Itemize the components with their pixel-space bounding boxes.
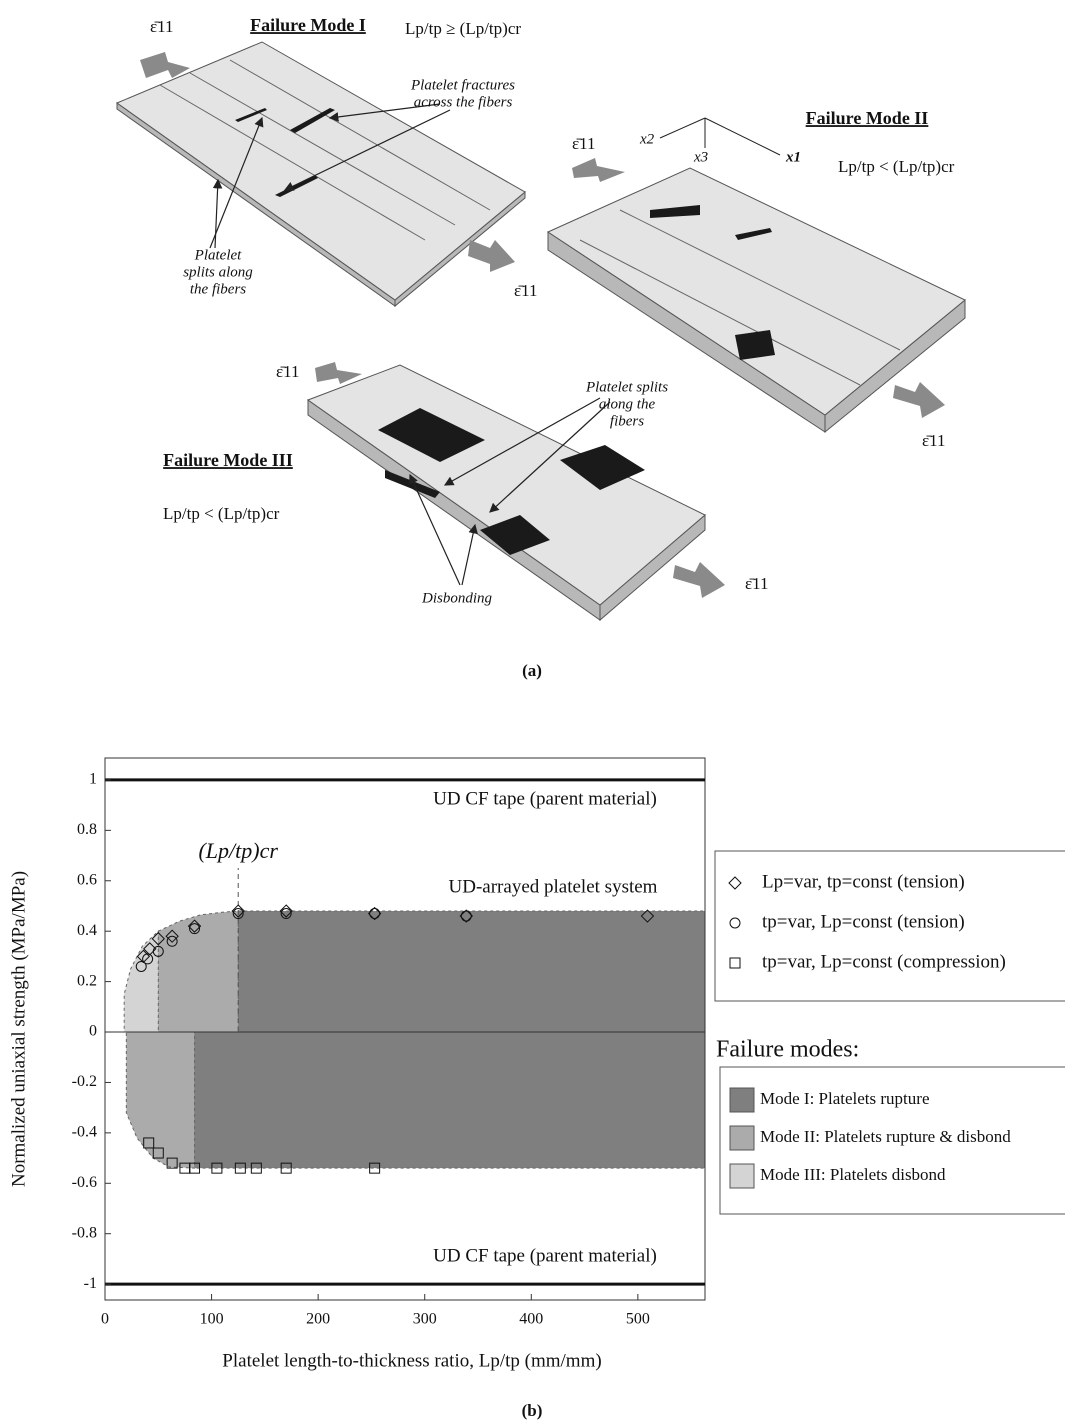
axis-label: x3: [693, 149, 708, 165]
marker: [729, 877, 741, 889]
y-tick-label: 0.8: [77, 821, 97, 838]
legend-title: Failure modes:: [716, 1037, 859, 1063]
x-tick-label: 100: [200, 1311, 224, 1328]
x-tick-label: 200: [306, 1311, 330, 1328]
marker: [730, 958, 740, 968]
y-tick-label: -0.2: [72, 1073, 97, 1090]
region: [238, 911, 705, 1032]
x-tick-label: 300: [413, 1311, 437, 1328]
arrow: [468, 240, 515, 272]
criterion: Lp/tp < (Lp/tp)cr: [163, 504, 280, 523]
annotation: the fibers: [190, 281, 246, 297]
y-tick-label: -1: [84, 1275, 97, 1292]
strain-label: ε̄11: [514, 281, 538, 300]
annotation: UD CF tape (parent material): [433, 788, 657, 809]
legend-label: tp=var, Lp=const (tension): [762, 911, 965, 932]
annotation: UD-arrayed platelet system: [449, 876, 658, 897]
legend-label: Mode I: Platelets rupture: [760, 1089, 930, 1108]
mode-title: Failure Mode II: [806, 108, 929, 128]
legend-swatch: [730, 1126, 754, 1150]
strain-label: ε̄11: [745, 574, 769, 593]
axes-triad: [660, 118, 780, 155]
y-tick-label: 0: [89, 1023, 97, 1040]
annotation: splits along: [183, 264, 253, 280]
arrow: [673, 562, 725, 598]
x-tick-label: 0: [101, 1311, 109, 1328]
y-tick-label: 0.2: [77, 972, 97, 989]
legend-swatch: [730, 1088, 754, 1112]
annotation: along the: [599, 396, 656, 412]
annotation: UD CF tape (parent material): [433, 1245, 657, 1266]
y-tick-label: -0.6: [72, 1174, 97, 1191]
caption: (b): [522, 1401, 543, 1420]
arrow: [315, 362, 362, 384]
y-tick-label: 0.6: [77, 871, 97, 888]
x-tick-label: 500: [626, 1311, 650, 1328]
annotation: fibers: [610, 413, 644, 429]
axis-label: x1: [785, 149, 801, 165]
x-axis-label: Platelet length-to-thickness ratio, Lp/t…: [222, 1350, 601, 1371]
marker: [730, 918, 740, 928]
y-tick-label: -0.8: [72, 1224, 97, 1241]
annotation: Disbonding: [421, 590, 493, 606]
figure: Failure Mode I Lp/tp ≥ (Lp/tp)cr Failure…: [0, 0, 1065, 1425]
annotation: Platelet splits: [585, 379, 668, 395]
caption: (a): [522, 661, 542, 680]
legend-label: Lp=var, tp=const (tension): [762, 871, 965, 892]
y-tick-label: 0.4: [77, 922, 97, 939]
strain-label: ε̄11: [922, 431, 946, 450]
criterion: Lp/tp < (Lp/tp)cr: [838, 157, 955, 176]
annotation: Platelet: [194, 247, 242, 263]
arrow: [893, 382, 945, 418]
annotation: Platelet fractures: [410, 77, 515, 93]
legend-label: Mode III: Platelets disbond: [760, 1165, 946, 1184]
mode-title: Failure Mode III: [163, 450, 293, 470]
strain-label: ε̄11: [276, 362, 300, 381]
y-tick-label: -0.4: [72, 1124, 97, 1141]
legend-label: tp=var, Lp=const (compression): [762, 951, 1006, 972]
criterion: Lp/tp ≥ (Lp/tp)cr: [405, 19, 521, 38]
region: [195, 1032, 705, 1168]
legend-label: Mode II: Platelets rupture & disbond: [760, 1127, 1011, 1146]
arrow: [572, 158, 625, 182]
y-axis-label: Normalized uniaxial strength (MPa/MPa): [8, 871, 29, 1187]
x-tick-label: 400: [519, 1311, 543, 1328]
region: [158, 911, 238, 1032]
mode-title: Failure Mode I: [250, 15, 366, 35]
y-tick-label: 1: [89, 771, 97, 788]
annotation: across the fibers: [414, 94, 513, 110]
arrow: [140, 52, 190, 78]
strain-label: ε̄11: [150, 17, 174, 36]
strain-label: ε̄11: [572, 134, 596, 153]
axis-label: x2: [639, 131, 655, 147]
critical-label: (Lp/tp)cr: [198, 838, 278, 863]
legend-swatch: [730, 1164, 754, 1188]
